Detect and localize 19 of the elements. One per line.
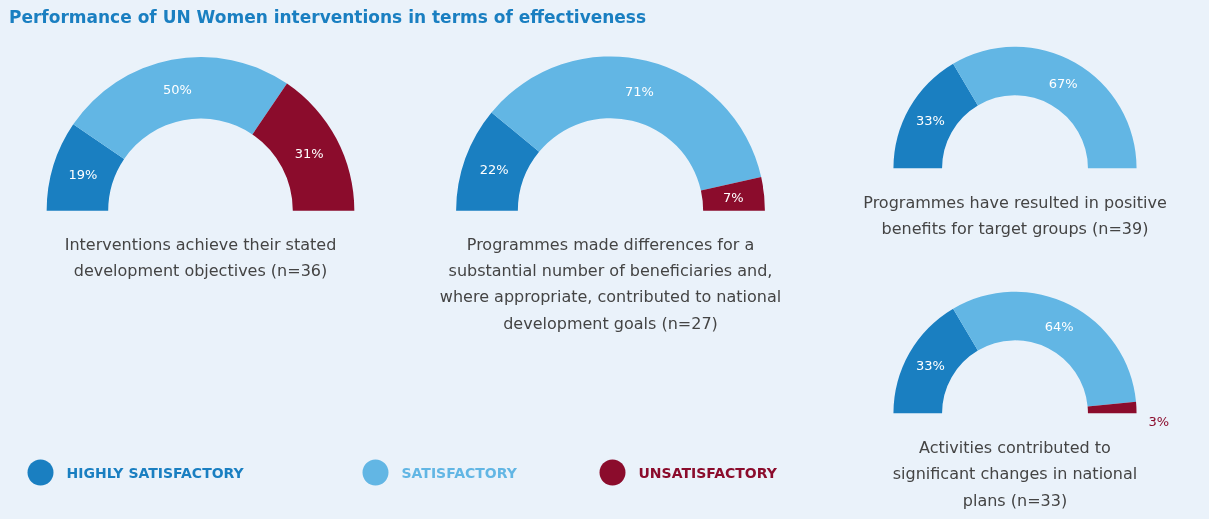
legend-label: HIGHLY SATISFACTORY bbox=[66, 464, 245, 481]
text: Programmes made differences for a substantial number of beneficiaries and, where appropriate, contributed to national development goals (n=27) bbox=[439, 235, 782, 333]
data-label: 33% bbox=[916, 112, 945, 128]
chart-title: Performance of UN Women interventions in terms of effectiveness bbox=[9, 6, 647, 29]
data-label: 33% bbox=[916, 357, 945, 373]
data-label: 71% bbox=[624, 83, 654, 99]
legend-label: SATISFACTORY bbox=[401, 464, 518, 481]
text: Interventions achieve their stated development objectives (n=36) bbox=[64, 235, 337, 281]
text: Activities contributed to significant changes in national plans (n=33) bbox=[892, 437, 1138, 511]
legend-label: UNSATISFACTORY bbox=[638, 464, 778, 481]
data-label: 7% bbox=[722, 189, 744, 205]
data-label: 31% bbox=[294, 145, 324, 161]
data-label: 64% bbox=[1044, 319, 1074, 335]
data-label: 22% bbox=[479, 161, 509, 177]
data-label: 19% bbox=[68, 167, 98, 183]
data-label: 50% bbox=[162, 82, 192, 98]
data-label: 67% bbox=[1048, 76, 1078, 92]
data-label: 3% bbox=[1148, 413, 1170, 429]
text: Programmes have resulted in positive benefits for target groups (n=39) bbox=[863, 192, 1167, 239]
